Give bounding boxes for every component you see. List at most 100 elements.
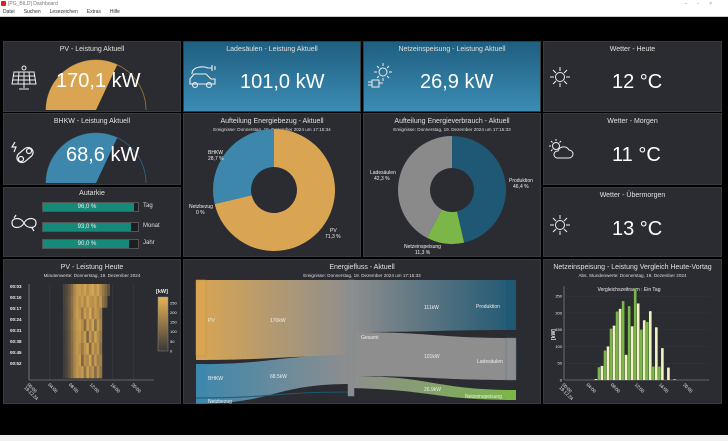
- menu-suchen[interactable]: Suchen: [23, 9, 41, 15]
- menu-datei[interactable]: Datei: [3, 9, 15, 15]
- x-tick-label: 00:00: [26, 382, 38, 394]
- panel-title: Wetter - Morgen: [607, 118, 658, 125]
- chart-title: Aufteilung Energiebezug - Aktuell: [220, 118, 324, 125]
- heatmap-cell: [88, 295, 92, 308]
- node-label-bhkw: BHKW: [208, 376, 223, 382]
- menu-extras[interactable]: Extras: [86, 9, 101, 15]
- heatmap-cell: [94, 295, 98, 308]
- heatmap-cell: [78, 331, 82, 344]
- bar: [673, 379, 676, 380]
- heatmap-cell: [70, 284, 74, 297]
- progress-bar: 93,0 %: [42, 222, 139, 232]
- y-axis-label: [kW]: [551, 329, 557, 340]
- bar: [612, 325, 616, 380]
- heatmap-cell: [75, 284, 79, 297]
- sun-cloud-icon: [549, 139, 574, 159]
- heatmap-cell: [91, 284, 95, 297]
- heatmap-cell: [65, 354, 69, 367]
- chart-subtitle: Ereignisse: Donnerstag, 19. Dezember 202…: [303, 273, 421, 278]
- heatmap-cell: [88, 319, 92, 332]
- heatmap-cell: [68, 295, 71, 308]
- slice-netzeinspeisung: [426, 209, 465, 244]
- bar: [606, 346, 610, 380]
- y-tick-label: 50: [558, 361, 563, 366]
- pv-value: 170,1 kW: [56, 70, 141, 92]
- heatmap-cell: [68, 319, 71, 332]
- close-button[interactable]: ×: [709, 1, 722, 7]
- menu-lesezeichen[interactable]: Lesezeichen: [49, 9, 78, 15]
- heatmap-cell: [73, 284, 77, 297]
- heatmap-cell: [88, 366, 92, 379]
- node-netzeinspeisung: [506, 390, 516, 400]
- heatmap-cell: [91, 342, 95, 355]
- heatmap-cell: [83, 295, 87, 308]
- heatmap-cell: [88, 354, 92, 367]
- heatmap-cell: [99, 354, 103, 367]
- heatmap-cell: [81, 331, 84, 344]
- heatmap-cell: [88, 284, 92, 297]
- heatmap-cell: [83, 284, 87, 297]
- heatmap-cell: [96, 284, 100, 297]
- heatmap-cell: [70, 366, 74, 379]
- heatmap-cell: [104, 295, 108, 308]
- energy-source-donut-panel: Aufteilung Energiebezug - Aktuell Ereign…: [183, 113, 361, 257]
- heatmap-cell: [68, 284, 71, 297]
- heatmap-cell: [65, 331, 69, 344]
- heatmap-cell: [81, 354, 84, 367]
- node-ladesaeulen: [505, 337, 517, 381]
- sun-plug-icon: [368, 63, 392, 88]
- heatmap-cell: [94, 342, 98, 355]
- heatmap-cell: [70, 331, 74, 344]
- heatmap-cell: [73, 295, 77, 308]
- heatmap-cell: [78, 295, 82, 308]
- bar: [636, 303, 640, 380]
- x-tick-label: 12:00: [89, 382, 101, 394]
- slice-label-netzeinspeisung: Netzeinspeisung 11,3 %: [404, 244, 441, 256]
- heatmap-cell: [99, 342, 103, 355]
- y-tick-label: 150: [555, 327, 562, 332]
- heatmap-cell: [62, 284, 66, 297]
- heatmap-cell: [62, 295, 66, 308]
- node-label-pv: PV: [208, 318, 215, 324]
- bar: [624, 354, 628, 380]
- pv-heatmap-panel: PV - Leistung Heute Minutenwerte: Donner…: [3, 259, 181, 404]
- heatmap-cell: [62, 307, 66, 320]
- panel-title: Netzeinspeisung - Leistung Aktuell: [398, 46, 506, 53]
- y-tick-label: 00:24: [10, 317, 22, 322]
- heatmap-cell: [75, 331, 79, 344]
- heatmap-cell: [68, 307, 71, 320]
- node-gesamt: [347, 279, 355, 397]
- menu-hilfe[interactable]: Hilfe: [109, 9, 120, 15]
- heatmap-cell: [62, 354, 66, 367]
- heatmap-cell: [81, 284, 84, 297]
- minimize-button[interactable]: –: [684, 1, 698, 7]
- heatmap-cell: [86, 366, 90, 379]
- heatmap-cell: [83, 319, 87, 332]
- slice-label-netzbezug: Netzbezug 0 %: [189, 204, 213, 216]
- node-pv: [195, 279, 207, 357]
- flow-netzeinspeisung: [350, 376, 516, 400]
- y-tick-label: 00:17: [10, 306, 22, 311]
- heatmap-cell: [83, 307, 87, 320]
- bhkw-value: 68,6 kW: [66, 144, 140, 166]
- x-tick-label: 12:00: [634, 382, 646, 394]
- flow-label-pv: 170kW: [270, 318, 286, 324]
- heatmap-cell: [73, 331, 77, 344]
- bar: [655, 327, 658, 380]
- heatmap-cell: [86, 354, 90, 367]
- x-tick-label: 20:00: [130, 382, 142, 394]
- bar: [600, 365, 604, 380]
- progress-value: 90,0 %: [77, 241, 97, 247]
- slice-label-ladesaeulen: Ladesäulen 42,3 %: [370, 170, 396, 182]
- pv-gauge: [45, 59, 147, 111]
- heatmap-cell: [75, 295, 79, 308]
- heatmap-cell: [78, 354, 82, 367]
- node-bhkw: [196, 364, 206, 392]
- heatmap-cell: [78, 366, 82, 379]
- sun-icon: [550, 67, 570, 87]
- heatmap-cell: [86, 284, 90, 297]
- y-tick-label: 00:45: [10, 350, 22, 355]
- x-tick-label: 04:00: [47, 382, 59, 394]
- bar: [652, 366, 655, 380]
- maximize-button[interactable]: ▫: [697, 1, 710, 7]
